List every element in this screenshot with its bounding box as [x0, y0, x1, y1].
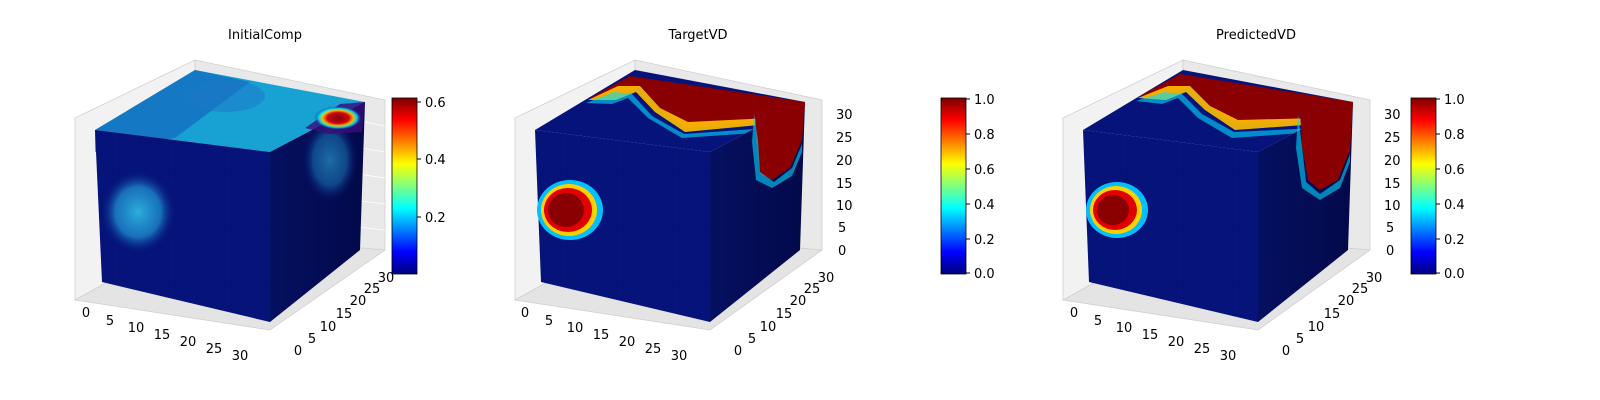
x-tick: 0	[521, 306, 529, 321]
colorbar-tick: 0.0	[1444, 267, 1465, 282]
chart-title-targetvd: TargetVD	[667, 28, 727, 43]
colorbar-tick: 0.2	[425, 211, 446, 226]
z-tick: 15	[836, 177, 853, 192]
x-tick: 5	[545, 314, 553, 329]
x-tick: 30	[671, 349, 688, 364]
x-tick: 10	[128, 321, 145, 336]
colorbar-tick: 0.0	[974, 267, 995, 282]
x-axis-targetvd: 0 5 10 15 20 25 30	[521, 306, 687, 364]
x-tick: 15	[1142, 328, 1159, 343]
x-axis-predictedvd: 0 5 10 15 20 25 30	[1070, 306, 1236, 364]
z-tick: 0	[1386, 244, 1394, 259]
colorbar-tick: 0.8	[1444, 128, 1465, 143]
y-tick: 25	[1352, 282, 1369, 297]
colorbar-tick: 0.6	[974, 163, 995, 178]
colorbar-tick: 0.6	[1444, 163, 1465, 178]
y-tick: 15	[336, 307, 353, 322]
z-tick: 5	[838, 221, 846, 236]
z-axis-targetvd: 0 5 10 15 20 25 30	[836, 108, 853, 259]
y-tick: 5	[308, 332, 316, 347]
y-axis-predictedvd: 0 5 10 15 20 25 30	[1282, 271, 1382, 359]
y-tick: 20	[790, 294, 807, 309]
colorbar-initialcomp: 0.6 0.4 0.2	[391, 96, 446, 275]
panel-predictedvd: PredictedVD 0 5 10 15 20	[1061, 28, 1465, 364]
z-tick: 10	[836, 199, 853, 214]
colorbar-tick: 0.4	[974, 198, 995, 213]
x-tick: 25	[206, 342, 223, 357]
y-tick: 20	[350, 294, 367, 309]
x-tick: 30	[1220, 349, 1237, 364]
y-tick: 0	[294, 344, 302, 359]
colorbar-tick: 0.4	[1444, 198, 1465, 213]
x-tick: 25	[645, 342, 662, 357]
colorbar-tick: 0.2	[1444, 233, 1465, 248]
z-tick: 0	[838, 244, 846, 259]
voxel-cube-predictedvd	[1083, 70, 1353, 322]
z-tick: 30	[1384, 108, 1401, 123]
colorbar-tick: 0.8	[974, 128, 995, 143]
x-tick: 5	[106, 314, 114, 329]
colorbar-tick: 1.0	[1444, 93, 1465, 108]
y-axis-initialcomp: 0 5 10 15 20 25 30	[294, 271, 394, 359]
x-tick: 20	[180, 335, 197, 350]
x-tick: 10	[1116, 321, 1133, 336]
chart-title-initialcomp: InitialComp	[228, 28, 302, 43]
chart-title-predictedvd: PredictedVD	[1216, 28, 1296, 43]
x-tick: 15	[593, 328, 610, 343]
z-tick: 15	[1384, 177, 1401, 192]
y-tick: 15	[1324, 307, 1341, 322]
y-tick: 25	[804, 282, 821, 297]
y-tick: 30	[1366, 271, 1383, 286]
y-tick: 20	[1338, 294, 1355, 309]
x-tick: 30	[232, 349, 249, 364]
y-axis-targetvd: 0 5 10 15 20 25 30	[734, 271, 834, 359]
x-tick: 20	[1168, 335, 1185, 350]
panel-targetvd: TargetVD 0 5 10 15 20 25	[513, 28, 995, 364]
voxel-cube-targetvd	[535, 70, 805, 322]
colorbar-predictedvd: 1.0 0.8 0.6 0.4 0.2 0.0	[1410, 93, 1465, 282]
z-tick: 20	[1384, 154, 1401, 169]
x-tick: 5	[1094, 314, 1102, 329]
z-axis-predictedvd: 0 5 10 15 20 25 30	[1384, 108, 1401, 259]
x-tick: 20	[619, 335, 636, 350]
x-tick: 0	[1070, 306, 1078, 321]
colorbar-tick: 1.0	[974, 93, 995, 108]
y-tick: 10	[320, 320, 337, 335]
x-tick: 0	[82, 306, 90, 321]
x-tick: 25	[1194, 342, 1211, 357]
z-tick: 25	[1384, 131, 1401, 146]
z-tick: 10	[1384, 199, 1401, 214]
x-tick: 10	[567, 321, 584, 336]
voxel-cube-initialcomp	[95, 70, 365, 322]
y-tick: 0	[734, 344, 742, 359]
colorbar-tick: 0.6	[425, 96, 446, 111]
z-tick: 20	[836, 154, 853, 169]
y-tick: 15	[776, 307, 793, 322]
z-tick: 25	[836, 131, 853, 146]
colorbar-tick: 0.4	[425, 153, 446, 168]
y-tick: 5	[748, 332, 756, 347]
y-tick: 30	[818, 271, 835, 286]
y-tick: 25	[364, 282, 381, 297]
y-tick: 10	[760, 320, 777, 335]
z-tick: 30	[836, 108, 853, 123]
y-tick: 10	[1308, 320, 1325, 335]
y-tick: 5	[1296, 332, 1304, 347]
x-tick: 15	[154, 328, 171, 343]
colorbar-targetvd: 1.0 0.8 0.6 0.4 0.2 0.0	[940, 93, 995, 282]
z-tick: 5	[1386, 221, 1394, 236]
x-axis-initialcomp: 0 5 10 15 20 25 30	[82, 306, 248, 364]
panel-initialcomp: InitialComp 0	[73, 28, 446, 364]
y-tick: 30	[378, 271, 395, 286]
y-tick: 0	[1282, 344, 1290, 359]
colorbar-tick: 0.2	[974, 233, 995, 248]
